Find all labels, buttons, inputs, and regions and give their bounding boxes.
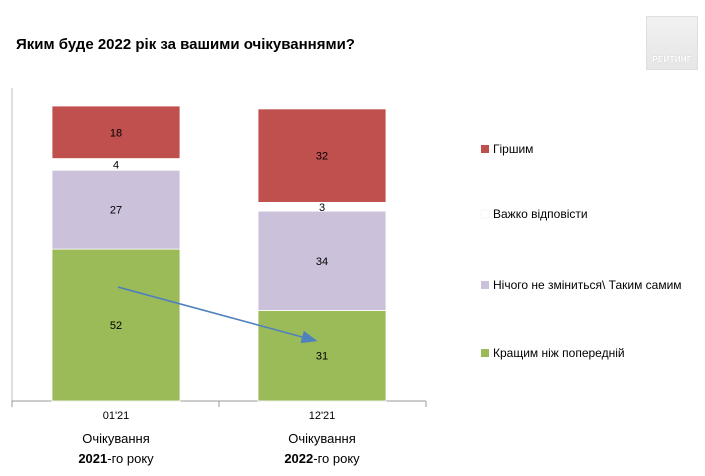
category-caption-line2-0: 2021-го року bbox=[78, 451, 154, 466]
trend-arrow bbox=[117, 286, 318, 344]
bar-segment-1-1 bbox=[257, 210, 387, 311]
data-label-1-0: 31 bbox=[316, 351, 328, 363]
logo-text: РЕЙТИНГ bbox=[652, 55, 692, 64]
category-caption-year-0: 2021 bbox=[78, 451, 107, 466]
rating-logo: РЕЙТИНГ bbox=[646, 16, 698, 70]
category-caption-line1-0: Очікування bbox=[82, 431, 150, 446]
category-caption-suffix-1: -го року bbox=[313, 451, 360, 466]
data-label-0-1: 27 bbox=[110, 205, 122, 217]
bar-segment-1-2 bbox=[258, 202, 386, 212]
legend-swatch-2 bbox=[481, 281, 489, 289]
data-label-0-3: 18 bbox=[110, 127, 122, 139]
legend-swatch-3 bbox=[481, 349, 489, 357]
category-caption-line2-1: 2022-го року bbox=[284, 451, 360, 466]
bar-segment-0-2 bbox=[52, 158, 180, 171]
x-tick-label-1: 12'21 bbox=[309, 410, 336, 422]
bar-segment-1-3 bbox=[257, 108, 387, 203]
data-label-1-2: 3 bbox=[319, 202, 325, 214]
legend-label-0: Гіршим bbox=[493, 142, 533, 156]
bar-segment-1-0 bbox=[257, 310, 387, 402]
data-label-1-3: 32 bbox=[316, 151, 328, 163]
legend-label-3: Кращим ніж попередній bbox=[493, 346, 625, 360]
data-label-0-2: 4 bbox=[113, 159, 119, 171]
category-caption-year-1: 2022 bbox=[284, 451, 313, 466]
data-label-0-0: 52 bbox=[110, 320, 122, 332]
legend-swatch-0 bbox=[481, 145, 489, 153]
data-label-1-1: 34 bbox=[316, 256, 328, 268]
legend-swatch-1 bbox=[480, 209, 490, 219]
legend-label-2: Нічого не зміниться\ Таким самим bbox=[493, 278, 682, 292]
category-caption-line1-1: Очікування bbox=[288, 431, 356, 446]
bar-segment-0-0 bbox=[51, 248, 181, 402]
bar-segment-0-1 bbox=[51, 169, 181, 250]
category-caption-suffix-0: -го року bbox=[107, 451, 154, 466]
bar-segment-0-3 bbox=[51, 105, 181, 159]
x-tick-label-0: 01'21 bbox=[103, 410, 130, 422]
chart-title: Яким буде 2022 рік за вашими очікуванням… bbox=[16, 36, 355, 53]
legend-label-1: Важко відповісти bbox=[493, 207, 588, 221]
